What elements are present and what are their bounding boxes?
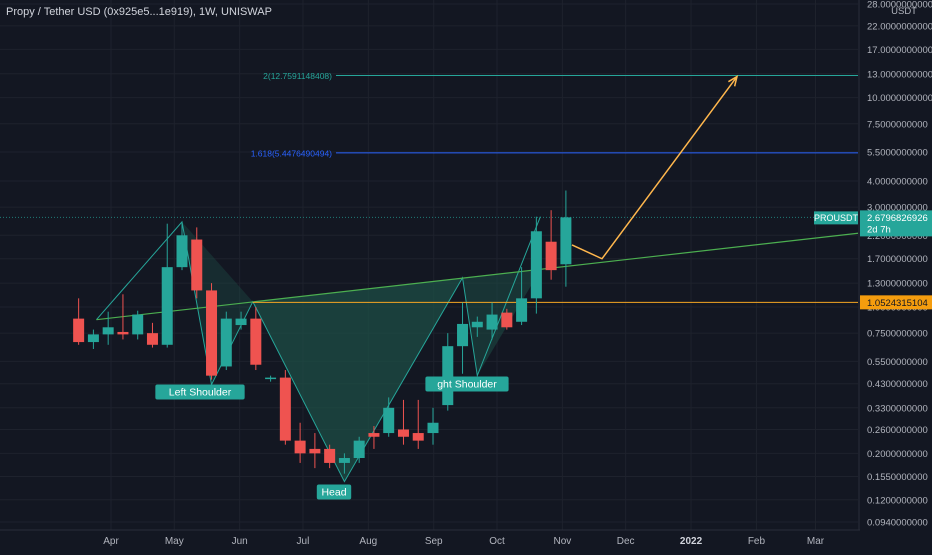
price-axis-bg xyxy=(860,0,932,550)
x-tick-label: May xyxy=(165,536,184,547)
annotation-layer: Left Shoulder Head ght Shoulder xyxy=(155,75,739,500)
symbol-label: PROUSDT xyxy=(814,213,859,223)
y-tick-label: 0.4300000000 xyxy=(867,379,928,390)
candle-body xyxy=(73,318,85,343)
candle-body xyxy=(442,346,454,406)
x-tick-label: Feb xyxy=(748,536,766,547)
candle-body xyxy=(132,314,144,335)
candle-body xyxy=(516,298,528,322)
level-price-box xyxy=(860,295,932,310)
y-tick-label: 3.0000000000 xyxy=(867,203,928,214)
pattern-label-box xyxy=(425,376,509,392)
candle-body xyxy=(102,327,114,335)
grid-layer xyxy=(0,0,858,530)
candle-body xyxy=(146,333,158,345)
pattern-label: Left Shoulder xyxy=(169,387,232,399)
candle-body xyxy=(191,239,203,291)
candle-body xyxy=(427,422,439,434)
x-tick-label: Nov xyxy=(553,536,571,547)
pattern-label-box xyxy=(155,384,245,400)
candle-body xyxy=(412,433,424,441)
currency-label: USDT xyxy=(891,6,917,17)
level-price-label: 1.0524315104 xyxy=(867,298,928,309)
fib-level-label: 1.618(5.4476490494) xyxy=(251,148,332,158)
y-tick-label: 0.2000000000 xyxy=(867,449,928,460)
head-region xyxy=(252,277,463,482)
y-tick-label: 17.0000000000 xyxy=(867,45,932,56)
candle-body xyxy=(486,314,498,330)
fib-level-label: 2(12.7591148408) xyxy=(263,71,332,81)
candle-body xyxy=(87,334,99,343)
neckline xyxy=(96,232,859,321)
pattern-label: ght Shoulder xyxy=(437,379,497,391)
candle-body xyxy=(220,318,232,367)
projection-arrowhead xyxy=(728,75,739,87)
countdown-label: 2d 7h xyxy=(867,224,891,235)
y-tick-label: 13.0000000000 xyxy=(867,69,932,80)
candle-body xyxy=(471,321,483,328)
candle-body xyxy=(206,290,218,376)
y-tick-label: 1.3000000000 xyxy=(867,279,928,290)
candle-body xyxy=(397,429,409,437)
y-tick-label: 4.0000000000 xyxy=(867,176,928,187)
current-price-box xyxy=(860,210,932,237)
candle-body xyxy=(545,241,557,271)
candle-body xyxy=(309,448,321,454)
y-tick-label: 1.7000000000 xyxy=(867,254,928,265)
y-tick-label: 0.0940000000 xyxy=(867,518,928,529)
candle-body xyxy=(530,231,542,299)
pattern-label-box xyxy=(316,484,352,500)
candle-body xyxy=(368,433,380,437)
x-tick-label: Jun xyxy=(232,536,248,547)
y-tick-label: 7.5000000000 xyxy=(867,119,928,130)
candle-body xyxy=(176,235,188,268)
y-tick-label: 22.0000000000 xyxy=(867,21,932,32)
x-tick-label: Aug xyxy=(359,536,377,547)
x-tick-label: Sep xyxy=(425,536,443,547)
level-layer: 2(12.7591148408) 1.618(5.4476490494) xyxy=(0,71,858,303)
candle-layer xyxy=(73,190,572,474)
candle-body xyxy=(117,331,129,335)
candle-body xyxy=(250,318,262,365)
x-tick-label: Apr xyxy=(103,536,119,547)
candle-body xyxy=(501,312,513,328)
candle-body xyxy=(383,407,395,434)
y-tick-label: 0.7500000000 xyxy=(867,329,928,340)
candle-body xyxy=(235,318,247,326)
x-tick-label: Jul xyxy=(297,536,310,547)
candle-body xyxy=(324,448,336,463)
y-tick-label: 0.1550000000 xyxy=(867,472,928,483)
y-tick-label: 28.0000000000 xyxy=(867,0,932,11)
candle-body xyxy=(353,440,365,459)
candle-body xyxy=(338,458,350,463)
candle-body xyxy=(560,217,572,265)
candle-body xyxy=(457,323,469,347)
x-tick-label: 2022 xyxy=(680,536,703,547)
symbol-box xyxy=(814,211,858,225)
y-tick-label: 0.2600000000 xyxy=(867,425,928,436)
current-price-label: 2.6796826926 xyxy=(867,213,928,224)
y-tick-label: 5.5000000000 xyxy=(867,147,928,158)
candle-body xyxy=(279,377,291,441)
pattern-label: Head xyxy=(321,487,346,499)
y-tick-label: 0.5500000000 xyxy=(867,357,928,368)
chart-title: Propy / Tether USD (0x925e5...1e919), 1W… xyxy=(6,6,272,18)
x-tick-label: Dec xyxy=(617,536,635,547)
x-tick-label: Oct xyxy=(489,536,505,547)
candle-body xyxy=(265,377,277,380)
projection-path xyxy=(571,76,738,260)
y-tick-label: 0.1200000000 xyxy=(867,495,928,506)
candle-body xyxy=(161,267,173,345)
y-tick-label: 10.0000000000 xyxy=(867,93,932,104)
candle-body xyxy=(294,440,306,454)
x-tick-label: Mar xyxy=(807,536,825,547)
y-tick-label: 0.3300000000 xyxy=(867,403,928,414)
